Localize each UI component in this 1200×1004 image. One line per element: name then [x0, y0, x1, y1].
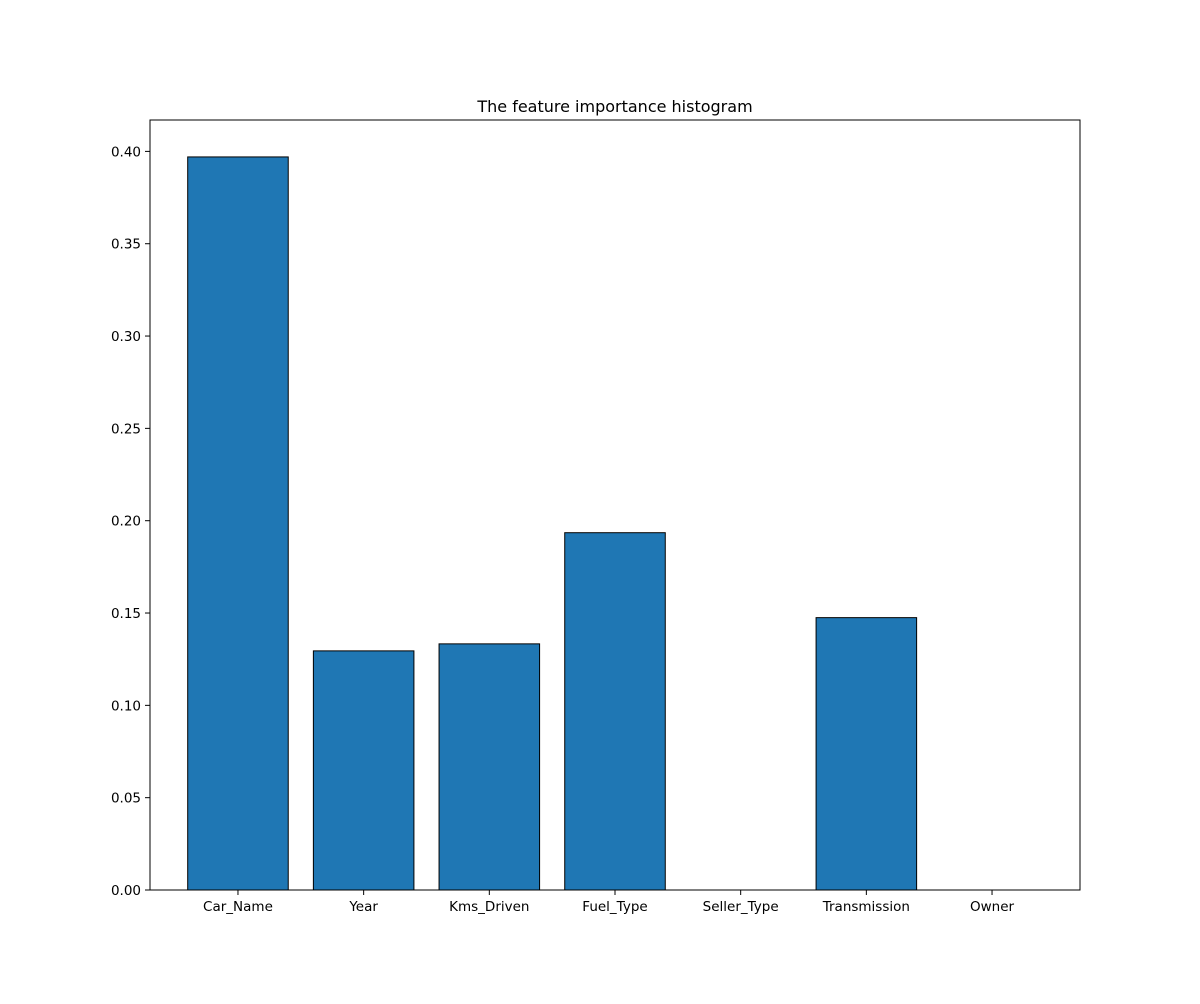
y-tick-label: 0.05 — [111, 791, 141, 807]
x-tick-label-owner: Owner — [970, 899, 1015, 915]
bar-transmission — [815, 617, 918, 891]
y-tick-label: 0.20 — [111, 514, 141, 530]
bars-layer — [187, 156, 918, 891]
y-tick-label: 0.25 — [111, 421, 141, 437]
x-tick-label-seller-type: Seller_Type — [703, 899, 779, 915]
x-tick-label-year: Year — [348, 899, 378, 915]
x-tick-label-car-name: Car_Name — [203, 899, 273, 915]
bar-fuel-type — [564, 532, 666, 891]
plot-frame — [149, 119, 1081, 891]
x-tick-label-transmission: Transmission — [822, 899, 910, 915]
y-tick-label: 0.15 — [111, 606, 141, 622]
x-tick-label-kms-driven: Kms_Driven — [449, 899, 529, 915]
bar-car-name — [187, 156, 289, 891]
x-tick-label-fuel-type: Fuel_Type — [582, 899, 647, 915]
y-tick-label: 0.10 — [111, 698, 141, 714]
y-tick-label: 0.00 — [111, 883, 141, 899]
x-axis-ticks: Car_Name Year Kms_Driven Fuel_Type Seller_Ty… — [203, 890, 1015, 915]
y-tick-label: 0.40 — [111, 144, 141, 160]
y-tick-label: 0.30 — [111, 329, 141, 345]
bar-year — [312, 650, 415, 891]
chart-title: The feature importance histogram — [476, 97, 752, 116]
y-tick-label: 0.35 — [111, 237, 141, 253]
y-axis-ticks: 0.00 0.05 0.10 0.15 0.20 0.25 0.30 0.35 0.40 — [111, 144, 150, 899]
bar-kms-driven — [438, 643, 541, 891]
